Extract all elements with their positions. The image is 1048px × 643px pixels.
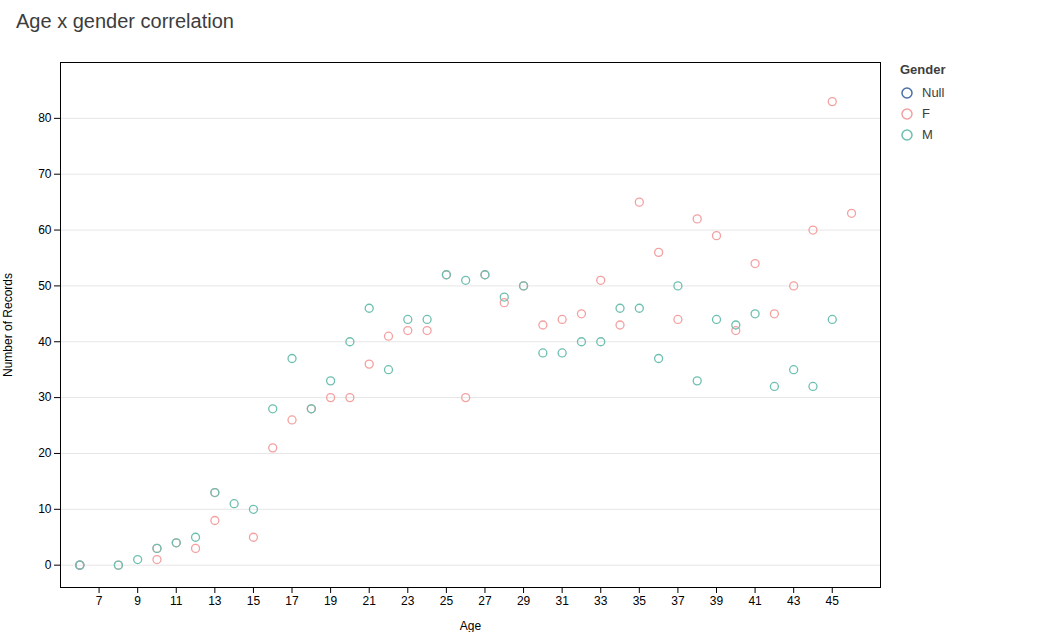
svg-text:45: 45 xyxy=(826,594,840,608)
svg-text:13: 13 xyxy=(208,594,222,608)
svg-text:7: 7 xyxy=(96,594,103,608)
svg-text:30: 30 xyxy=(38,390,52,404)
html-text:Gender: Gender xyxy=(900,62,946,77)
svg-text:23: 23 xyxy=(401,594,415,608)
svg-text:Age: Age xyxy=(460,619,482,633)
svg-text:39: 39 xyxy=(710,594,724,608)
svg-text:35: 35 xyxy=(633,594,647,608)
svg-text:19: 19 xyxy=(324,594,338,608)
svg-text:50: 50 xyxy=(38,279,52,293)
html-text:F: F xyxy=(922,106,930,121)
svg-text:40: 40 xyxy=(38,335,52,349)
svg-text:0: 0 xyxy=(45,558,52,572)
svg-text:20: 20 xyxy=(38,446,52,460)
svg-text:37: 37 xyxy=(671,594,685,608)
svg-text:60: 60 xyxy=(38,223,52,237)
svg-text:80: 80 xyxy=(38,111,52,125)
svg-text:27: 27 xyxy=(478,594,492,608)
svg-text:33: 33 xyxy=(594,594,608,608)
svg-text:11: 11 xyxy=(170,594,183,608)
html-text:Null: Null xyxy=(922,85,945,100)
svg-text:41: 41 xyxy=(748,594,762,608)
svg-text:43: 43 xyxy=(787,594,801,608)
svg-text:17: 17 xyxy=(285,594,299,608)
svg-text:25: 25 xyxy=(440,594,454,608)
html-text:Age x gender correlation: Age x gender correlation xyxy=(16,10,234,32)
svg-text:10: 10 xyxy=(38,502,52,516)
svg-text:Number of Records: Number of Records xyxy=(1,273,15,377)
svg-text:9: 9 xyxy=(134,594,141,608)
html-text:M: M xyxy=(922,127,933,142)
svg-text:29: 29 xyxy=(517,594,531,608)
svg-text:15: 15 xyxy=(247,594,261,608)
svg-text:70: 70 xyxy=(38,167,52,181)
svg-text:31: 31 xyxy=(555,594,569,608)
svg-text:21: 21 xyxy=(363,594,377,608)
